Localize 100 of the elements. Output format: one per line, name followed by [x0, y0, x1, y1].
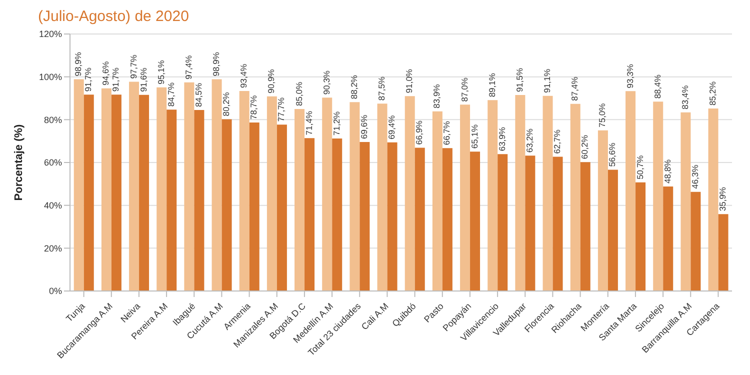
- data-label: 66,7%: [442, 120, 452, 146]
- bar: [608, 170, 618, 291]
- data-label: 91,7%: [83, 67, 94, 92]
- data-label: 84,7%: [166, 82, 176, 107]
- data-label: 95,1%: [156, 60, 166, 84]
- bar: [387, 142, 398, 291]
- bar: [74, 79, 84, 291]
- bar: [498, 154, 508, 291]
- bar: [636, 182, 646, 291]
- data-label: 87,5%: [376, 76, 387, 101]
- data-label: 94,6%: [100, 60, 111, 86]
- bar: [166, 110, 177, 291]
- y-tick-label: 20%: [44, 243, 62, 254]
- bar: [156, 87, 167, 291]
- bar: [515, 95, 526, 291]
- data-label: 90,3%: [321, 70, 332, 95]
- data-label: 80,2%: [221, 92, 232, 116]
- bar: [194, 110, 204, 291]
- bar: [663, 186, 674, 291]
- data-label: 91,7%: [110, 67, 121, 92]
- data-label: 85,0%: [294, 81, 304, 106]
- y-tick-label: 40%: [44, 200, 62, 211]
- bar: [460, 104, 470, 291]
- bar: [222, 119, 232, 291]
- bar: [525, 156, 536, 291]
- bar: [350, 102, 360, 291]
- bar: [470, 152, 480, 291]
- data-label: 97,7%: [128, 54, 138, 79]
- bar: [239, 90, 250, 291]
- bar: [304, 138, 315, 291]
- data-label: 87,4%: [570, 76, 580, 101]
- y-tick-label: 60%: [44, 158, 62, 168]
- data-label: 84,5%: [193, 82, 204, 108]
- data-label: 75,0%: [597, 102, 608, 128]
- bar: [690, 192, 701, 291]
- bar: [708, 108, 718, 291]
- data-label: 62,7%: [552, 129, 562, 154]
- data-label: 78,7%: [248, 94, 259, 120]
- bar: [322, 98, 332, 291]
- data-label: 63,9%: [496, 126, 507, 152]
- bar: [542, 96, 553, 291]
- bar: [653, 102, 664, 291]
- data-label: 87,0%: [459, 77, 470, 102]
- data-label: 71,4%: [304, 110, 314, 136]
- data-label: 91,1%: [542, 68, 552, 93]
- bar: [266, 96, 277, 291]
- bar: [212, 79, 222, 291]
- data-label: 98,9%: [73, 52, 84, 76]
- bar: [101, 88, 112, 291]
- data-label: 89,1%: [486, 72, 497, 98]
- data-label: 69,6%: [358, 114, 369, 139]
- bar: [488, 100, 498, 291]
- data-label: 60,2%: [580, 134, 590, 160]
- data-label: 91,0%: [404, 68, 414, 94]
- bar: [432, 111, 442, 291]
- bar: [552, 156, 563, 291]
- data-label: 48,8%: [662, 158, 672, 184]
- data-label: 91,5%: [514, 67, 524, 92]
- bar: [680, 112, 691, 291]
- x-tick-label: Cali A.M: [360, 301, 390, 332]
- data-label: 77,7%: [276, 97, 286, 122]
- data-label: 46,3%: [690, 164, 700, 189]
- bar: [249, 122, 260, 291]
- bar: [404, 96, 415, 291]
- data-label: 50,7%: [634, 154, 645, 180]
- bar: [84, 94, 94, 291]
- bar: [598, 130, 608, 291]
- data-label: 66,9%: [414, 120, 424, 145]
- y-tick-label: 0%: [48, 286, 62, 296]
- bar: [718, 214, 728, 291]
- y-axis-title: Porcentaje (%): [12, 124, 25, 201]
- bar: [377, 104, 388, 291]
- bar: [129, 82, 140, 291]
- data-label: 65,1%: [469, 124, 480, 149]
- bar: [580, 162, 590, 291]
- data-label: 83,4%: [680, 84, 690, 110]
- bar: [111, 94, 122, 291]
- data-label: 90,9%: [266, 68, 276, 94]
- data-label: 97,4%: [183, 54, 194, 80]
- data-label: 83,9%: [432, 84, 442, 108]
- y-tick-label: 100%: [38, 72, 62, 82]
- data-label: 56,6%: [607, 142, 618, 167]
- data-label: 88,4%: [652, 74, 662, 99]
- y-tick-label: 120%: [38, 29, 62, 40]
- bar: [294, 108, 305, 291]
- data-label: 71,2%: [331, 110, 342, 136]
- bar: [442, 148, 452, 291]
- chart-title: (Julio-Agosto) de 2020: [38, 8, 190, 26]
- bar: [360, 142, 370, 291]
- data-label: 93,3%: [624, 64, 635, 88]
- bar: [414, 148, 425, 291]
- bar: [276, 124, 287, 291]
- data-label: 63,2%: [524, 128, 534, 153]
- data-label: 69,4%: [386, 114, 397, 140]
- data-label: 35,9%: [718, 186, 728, 212]
- bar: [332, 138, 342, 291]
- data-label: 98,9%: [211, 52, 222, 76]
- bar: [626, 91, 636, 291]
- bar: [570, 104, 580, 291]
- y-tick-label: 80%: [44, 114, 62, 125]
